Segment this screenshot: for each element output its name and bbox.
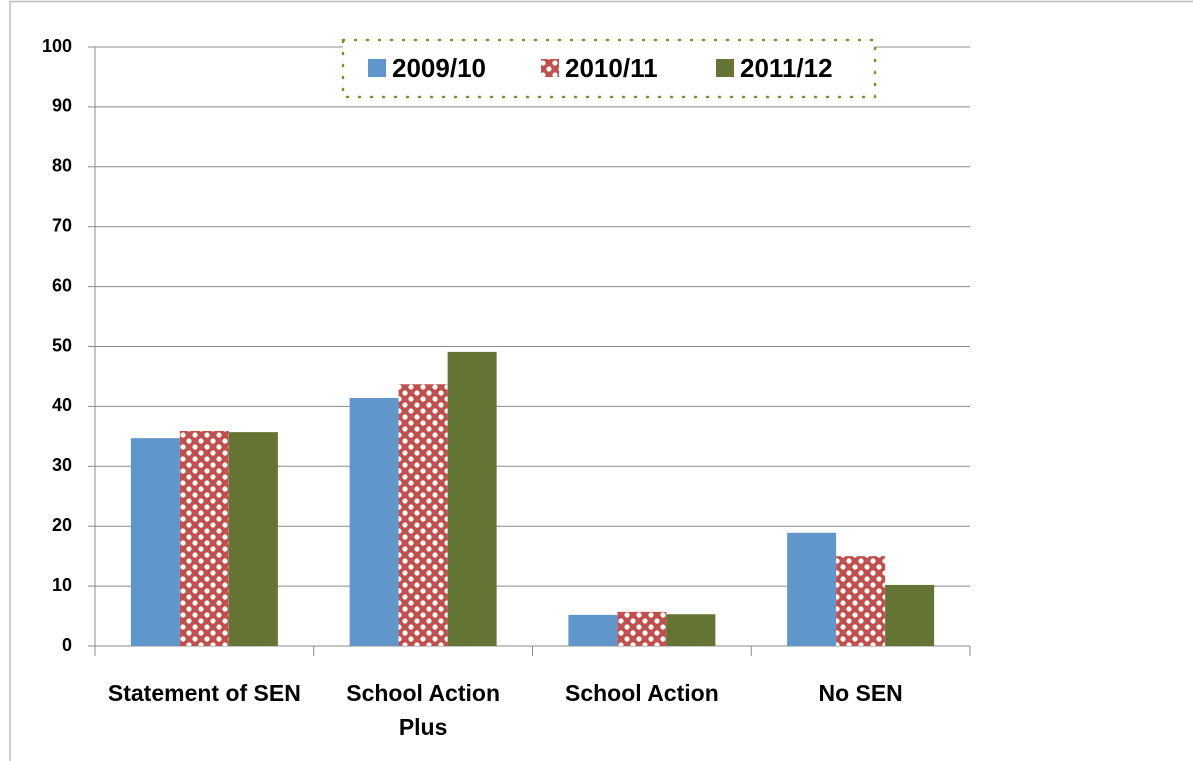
y-tick-label: 70 bbox=[52, 215, 72, 235]
bar bbox=[885, 584, 935, 646]
x-tick-label: School Action bbox=[564, 680, 719, 706]
bar bbox=[179, 430, 229, 646]
y-tick-label: 80 bbox=[52, 156, 72, 176]
x-tick-label: Statement of SEN bbox=[107, 680, 301, 706]
bar bbox=[349, 398, 399, 646]
y-tick-label: 10 bbox=[52, 575, 72, 595]
bar bbox=[836, 556, 886, 646]
x-tick-label: School Action Plus bbox=[346, 680, 500, 740]
legend-label: 2009/10 bbox=[392, 53, 486, 83]
y-tick-label: 20 bbox=[52, 515, 72, 535]
y-tick-label: 60 bbox=[52, 275, 72, 295]
y-tick-label: 30 bbox=[52, 455, 72, 475]
legend-label: 2010/11 bbox=[565, 53, 658, 83]
y-tick-label: 90 bbox=[52, 96, 72, 116]
x-tick-label: No SEN bbox=[818, 680, 903, 706]
bar bbox=[228, 432, 278, 646]
bar bbox=[130, 438, 180, 646]
legend-swatch bbox=[541, 59, 559, 77]
bar bbox=[398, 384, 448, 646]
bar bbox=[787, 532, 837, 646]
bar bbox=[617, 611, 667, 646]
legend-label: 2011/12 bbox=[740, 53, 833, 83]
y-tick-label: 40 bbox=[52, 395, 72, 415]
y-tick-label: 0 bbox=[62, 635, 72, 655]
y-tick-label: 100 bbox=[42, 36, 72, 56]
bar bbox=[666, 614, 716, 646]
legend-swatch bbox=[716, 59, 734, 77]
y-tick-label: 50 bbox=[52, 335, 72, 355]
bar bbox=[447, 351, 497, 646]
legend-box bbox=[341, 38, 877, 99]
chart-frame bbox=[9, 0, 1193, 761]
bar bbox=[568, 614, 618, 646]
legend-swatch bbox=[368, 59, 386, 77]
